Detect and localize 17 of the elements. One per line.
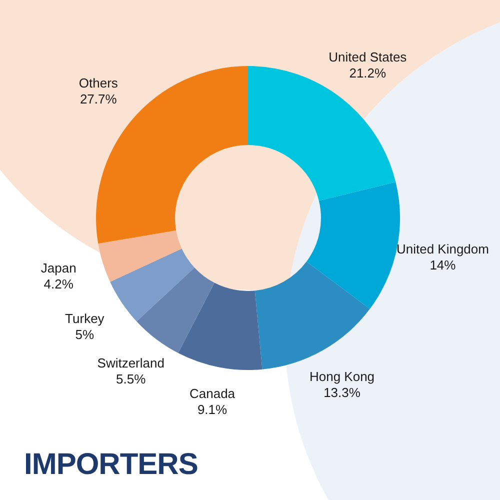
data-label: 13.3% [324,384,361,400]
data-label: 27.7% [80,91,118,106]
slice-label: Turkey [65,311,105,326]
slice-label: United States [328,49,408,64]
slice-label: Hong Kong [309,368,375,384]
data-label: 5% [75,327,95,342]
data-label: 5.5% [116,372,146,387]
data-label: 4.2% [44,276,74,292]
data-label: 14% [430,257,456,272]
slice-label: Canada [189,386,236,401]
slice-label: United Kingdom [396,241,489,256]
slice-label: Japan [40,260,76,276]
text: IMPORTERS [24,448,198,482]
slice-label: Others [78,75,118,90]
data-label: 9.1% [197,402,228,417]
data-label: 21.2% [349,65,387,80]
slice-label: Switzerland [97,356,164,371]
